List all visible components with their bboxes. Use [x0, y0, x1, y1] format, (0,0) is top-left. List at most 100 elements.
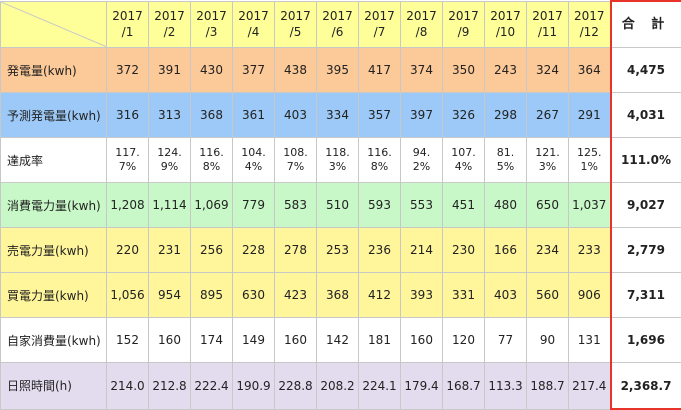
value-cell: 417	[359, 48, 401, 93]
value-cell: 243	[485, 48, 527, 93]
value-cell: 220	[107, 228, 149, 273]
value-cell: 278	[275, 228, 317, 273]
value-cell: 372	[107, 48, 149, 93]
value-cell: 121.3%	[527, 138, 569, 183]
row-label: 達成率	[1, 138, 107, 183]
value-cell: 906	[569, 273, 611, 318]
value-cell: 397	[401, 93, 443, 138]
month-header: 2017/10	[485, 1, 527, 48]
total-cell: 9,027	[611, 183, 681, 228]
value-cell: 224.1	[359, 363, 401, 410]
value-cell: 188.7	[527, 363, 569, 410]
value-cell: 160	[275, 318, 317, 363]
value-cell: 364	[569, 48, 611, 93]
month-header: 2017/7	[359, 1, 401, 48]
value-cell: 361	[233, 93, 275, 138]
value-cell: 313	[149, 93, 191, 138]
value-cell: 217.4	[569, 363, 611, 410]
value-cell: 368	[317, 273, 359, 318]
value-cell: 142	[317, 318, 359, 363]
value-cell: 395	[317, 48, 359, 93]
value-cell: 131	[569, 318, 611, 363]
month-header: 2017/11	[527, 1, 569, 48]
value-cell: 212.8	[149, 363, 191, 410]
value-cell: 236	[359, 228, 401, 273]
row-label: 日照時間(h)	[1, 363, 107, 410]
value-cell: 77	[485, 318, 527, 363]
month-header: 2017/1	[107, 1, 149, 48]
month-header: 2017/9	[443, 1, 485, 48]
value-cell: 412	[359, 273, 401, 318]
value-cell: 107.4%	[443, 138, 485, 183]
value-cell: 510	[317, 183, 359, 228]
value-cell: 316	[107, 93, 149, 138]
value-cell: 168.7	[443, 363, 485, 410]
value-cell: 630	[233, 273, 275, 318]
row-label: 売電力量(kwh)	[1, 228, 107, 273]
total-cell: 4,475	[611, 48, 681, 93]
total-cell: 7,311	[611, 273, 681, 318]
row-label: 自家消費量(kwh)	[1, 318, 107, 363]
value-cell: 377	[233, 48, 275, 93]
value-cell: 174	[191, 318, 233, 363]
value-cell: 357	[359, 93, 401, 138]
value-cell: 326	[443, 93, 485, 138]
value-cell: 291	[569, 93, 611, 138]
total-cell: 2,368.7	[611, 363, 681, 410]
value-cell: 108.7%	[275, 138, 317, 183]
value-cell: 228.8	[275, 363, 317, 410]
value-cell: 1,208	[107, 183, 149, 228]
row-label: 予測発電量(kwh)	[1, 93, 107, 138]
total-cell: 1,696	[611, 318, 681, 363]
value-cell: 438	[275, 48, 317, 93]
value-cell: 393	[401, 273, 443, 318]
value-cell: 553	[401, 183, 443, 228]
total-cell: 111.0%	[611, 138, 681, 183]
value-cell: 430	[191, 48, 233, 93]
value-cell: 403	[275, 93, 317, 138]
value-cell: 331	[443, 273, 485, 318]
month-header: 2017/8	[401, 1, 443, 48]
value-cell: 593	[359, 183, 401, 228]
value-cell: 1,114	[149, 183, 191, 228]
value-cell: 190.9	[233, 363, 275, 410]
value-cell: 166	[485, 228, 527, 273]
value-cell: 208.2	[317, 363, 359, 410]
value-cell: 231	[149, 228, 191, 273]
value-cell: 253	[317, 228, 359, 273]
corner-cell	[1, 1, 107, 48]
value-cell: 423	[275, 273, 317, 318]
value-cell: 368	[191, 93, 233, 138]
value-cell: 124.9%	[149, 138, 191, 183]
value-cell: 324	[527, 48, 569, 93]
value-cell: 90	[527, 318, 569, 363]
value-cell: 118.3%	[317, 138, 359, 183]
value-cell: 391	[149, 48, 191, 93]
value-cell: 113.3	[485, 363, 527, 410]
month-header: 2017/2	[149, 1, 191, 48]
value-cell: 403	[485, 273, 527, 318]
value-cell: 650	[527, 183, 569, 228]
row-label: 発電量(kwh)	[1, 48, 107, 93]
value-cell: 214	[401, 228, 443, 273]
value-cell: 1,069	[191, 183, 233, 228]
value-cell: 583	[275, 183, 317, 228]
value-cell: 116.8%	[191, 138, 233, 183]
value-cell: 451	[443, 183, 485, 228]
value-cell: 350	[443, 48, 485, 93]
month-header: 2017/4	[233, 1, 275, 48]
value-cell: 104.4%	[233, 138, 275, 183]
value-cell: 267	[527, 93, 569, 138]
total-cell: 4,031	[611, 93, 681, 138]
month-header: 2017/6	[317, 1, 359, 48]
total-cell: 2,779	[611, 228, 681, 273]
